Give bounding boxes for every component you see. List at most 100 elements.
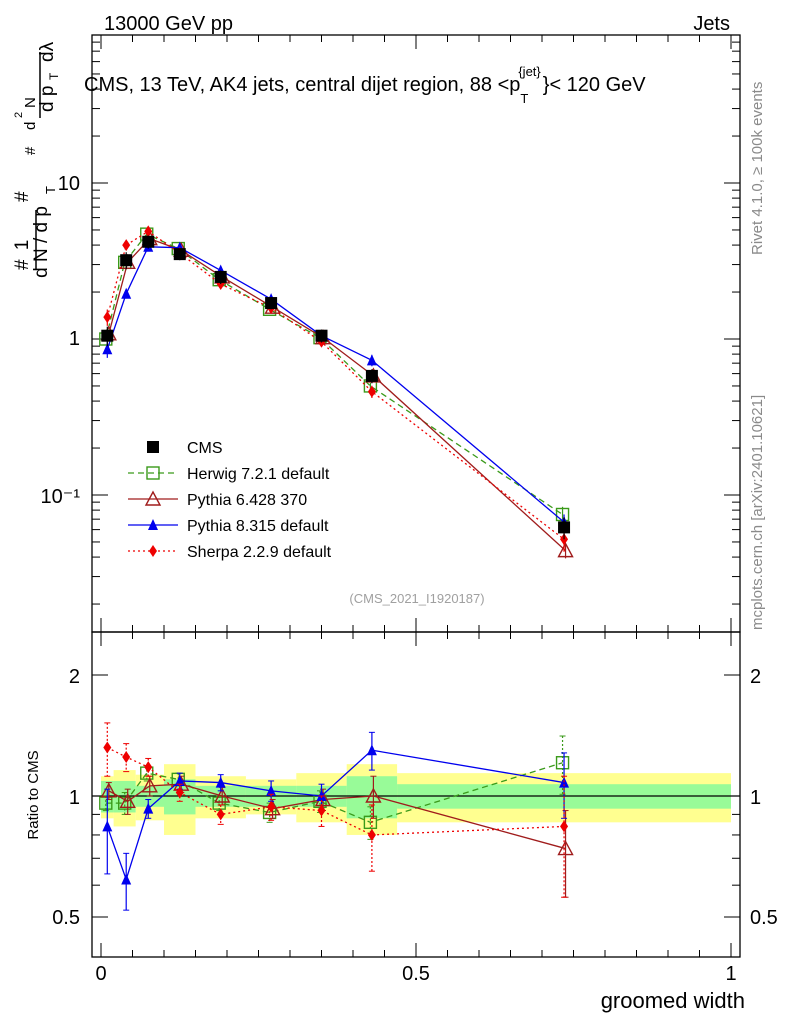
- main-plot-frame: [91, 34, 741, 633]
- legend-item-pythia6: Pythia 6.428 370: [128, 490, 307, 509]
- data-point-cms: [265, 297, 278, 310]
- y-tick-10: 10: [58, 173, 80, 195]
- legend-marker-pythia6: [144, 490, 162, 506]
- ratio-tick-1-right: 1: [750, 787, 761, 809]
- data-point-sherpa: [122, 239, 131, 252]
- data-point-cms: [558, 521, 571, 534]
- svg-text:#: #: [22, 146, 39, 155]
- ratio-line-herwig: [105, 762, 563, 824]
- plot-title: CMS, 13 TeV, AK4 jets, central dijet reg…: [84, 64, 646, 106]
- ratio-point-sherpa: [317, 804, 326, 817]
- ratio-tick-2-right: 2: [750, 666, 761, 688]
- data-point-sherpa: [144, 225, 153, 238]
- ratio-point-pythia8: [174, 774, 185, 786]
- svg-text:T: T: [43, 186, 58, 194]
- series-herwig: [99, 227, 570, 524]
- legend-item-sherpa: Sherpa 2.2.9 default: [128, 544, 332, 561]
- ratio-point-pythia6: [214, 787, 231, 803]
- data-point-cms: [101, 329, 114, 342]
- legend-marker-sherpa: [149, 545, 157, 557]
- ratio-tick-2-left: 2: [69, 666, 80, 688]
- series-line-sherpa: [106, 230, 565, 540]
- data-point-pythia6: [557, 542, 574, 558]
- data-point-cms: [173, 248, 186, 261]
- ratio-tick-0.5-left: 0.5: [52, 907, 80, 929]
- series-sherpa: [103, 225, 569, 552]
- ratio-point-sherpa: [103, 741, 112, 754]
- cms-uncertainty-bands: [101, 764, 731, 835]
- ratio-point-sherpa: [560, 820, 569, 833]
- main-series-layer: [99, 225, 574, 559]
- data-point-pythia8: [366, 354, 377, 366]
- ratio-tick-0.5-right: 0.5: [750, 907, 778, 929]
- svg-text:d: d: [22, 122, 39, 130]
- svg-text:d p: d p: [37, 86, 58, 112]
- data-point-pythia8: [121, 287, 132, 299]
- analysis-watermark: (CMS_2021_I1920187): [349, 591, 484, 606]
- side-label-mcplots: mcplots.cern.ch [arXiv:2401.10621]: [749, 395, 766, 630]
- side-label-rivet: Rivet 4.1.0, ≥ 100k events: [749, 82, 766, 255]
- main-y-tick-labels: 10 1 10⁻¹: [41, 173, 81, 508]
- svg-text:dλ: dλ: [37, 41, 58, 62]
- svg-text:1: 1: [12, 240, 33, 251]
- svg-text:N: N: [22, 97, 39, 108]
- legend-marker-cms: [147, 441, 159, 453]
- legend-label-pythia6: Pythia 6.428 370: [187, 492, 307, 509]
- data-point-cms: [120, 254, 133, 267]
- series-pythia6: [100, 230, 574, 559]
- legend-label-sherpa: Sherpa 2.2.9 default: [187, 544, 332, 561]
- legend: CMS Herwig 7.2.1 default Pythia 6.428 370 P…: [128, 440, 332, 561]
- data-point-sherpa: [367, 385, 376, 398]
- ratio-point-pythia8: [121, 873, 132, 885]
- ratio-point-pythia8: [215, 776, 226, 788]
- main-y-axis-label: # 1 d N / d p T # d 2 N d p T dλ #: [12, 41, 61, 277]
- data-point-cms: [214, 270, 227, 283]
- svg-text:#: #: [12, 191, 33, 202]
- x-tick-0.5: 0.5: [402, 963, 430, 985]
- ratio-point-pythia8: [143, 802, 154, 814]
- svg-text:2: 2: [13, 112, 25, 118]
- ratio-point-pythia6: [365, 787, 382, 803]
- y-tick-0.1: 10⁻¹: [41, 486, 81, 508]
- ratio-point-pythia6: [119, 792, 136, 809]
- ratio-point-sherpa: [216, 808, 225, 821]
- x-axis-label: groomed width: [601, 988, 745, 1013]
- ratio-tick-1-left: 1: [69, 787, 80, 809]
- ratio-point-herwig: [363, 815, 378, 830]
- ratio-point-sherpa: [267, 800, 276, 813]
- ratio-point-herwig: [117, 796, 132, 810]
- x-tick-0: 0: [95, 963, 106, 985]
- svg-text:T: T: [47, 72, 61, 80]
- series-pythia8: [102, 240, 570, 531]
- series-line-pythia8: [106, 246, 565, 523]
- ratio-y-tick-labels: 2 1 0.5 2 1 0.5: [52, 666, 778, 929]
- legend-marker-herwig: [146, 466, 160, 480]
- ratio-point-pythia6: [141, 777, 158, 793]
- header-right-label: Jets: [693, 13, 730, 35]
- data-point-cms: [315, 329, 328, 342]
- ratio-y-axis-label: Ratio to CMS: [25, 750, 42, 839]
- ratio-point-pythia6: [557, 840, 574, 856]
- data-point-sherpa: [103, 311, 112, 324]
- header-left-label: 13000 GeV pp: [104, 13, 233, 35]
- ratio-series-sherpa: [103, 722, 569, 898]
- ratio-series-herwig: [99, 735, 570, 840]
- legend-item-cms: CMS: [147, 440, 223, 457]
- legend-marker-pythia8: [148, 519, 158, 530]
- series-line-herwig: [105, 233, 563, 516]
- ratio-point-herwig: [555, 756, 570, 770]
- ratio-point-sherpa: [122, 751, 131, 764]
- ratio-point-pythia8: [102, 820, 113, 832]
- svg-text:d N / d p: d N / d p: [31, 206, 52, 278]
- series-cms: [101, 235, 571, 540]
- x-tick-1: 1: [725, 963, 736, 985]
- legend-label-pythia8: Pythia 8.315 default: [187, 518, 329, 535]
- y-tick-1: 1: [69, 328, 80, 350]
- data-point-cms: [365, 369, 378, 382]
- ratio-point-sherpa: [175, 786, 184, 799]
- ratio-point-pythia8: [366, 744, 377, 756]
- svg-text:#: #: [12, 259, 33, 270]
- ratio-line-sherpa: [107, 746, 565, 836]
- legend-label-cms: CMS: [187, 440, 223, 457]
